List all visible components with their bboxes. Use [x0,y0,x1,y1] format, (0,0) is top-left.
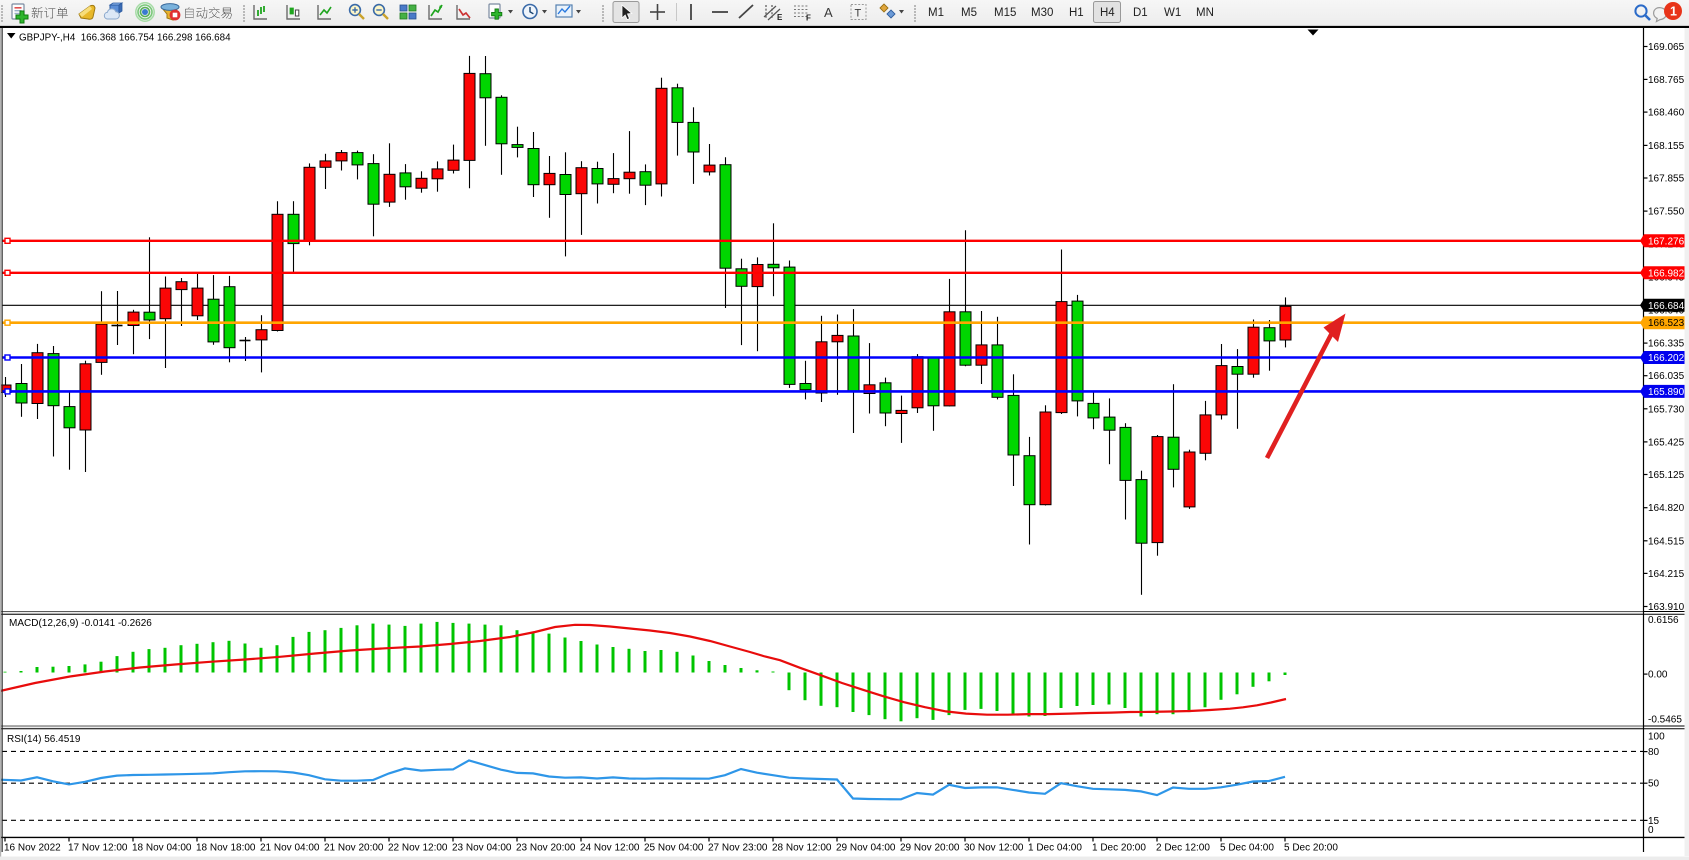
svg-text:1 Dec 20:00: 1 Dec 20:00 [1092,843,1146,854]
svg-text:M5: M5 [961,7,977,19]
svg-text:M30: M30 [1031,7,1053,19]
svg-text:164.215: 164.215 [1648,569,1685,580]
svg-text:29 Nov 20:00: 29 Nov 20:00 [900,843,960,854]
svg-text:22 Nov 12:00: 22 Nov 12:00 [388,843,448,854]
svg-text:T: T [855,8,862,20]
svg-text:168.460: 168.460 [1648,108,1685,119]
svg-text:A: A [824,5,833,20]
svg-text:167.550: 167.550 [1648,207,1685,218]
svg-text:169.065: 169.065 [1648,42,1685,53]
svg-text:MN: MN [1196,7,1214,19]
svg-text:18 Nov 18:00: 18 Nov 18:00 [196,843,256,854]
svg-text:164.820: 164.820 [1648,503,1685,514]
svg-text:0.6156: 0.6156 [1648,615,1679,626]
svg-text:23 Nov 20:00: 23 Nov 20:00 [516,843,576,854]
svg-text:H4: H4 [1100,7,1115,19]
svg-text:21 Nov 04:00: 21 Nov 04:00 [260,843,320,854]
svg-text:D1: D1 [1133,7,1148,19]
svg-text:165.425: 165.425 [1648,437,1685,448]
svg-text:166.684: 166.684 [1648,301,1685,312]
svg-text:18 Nov 04:00: 18 Nov 04:00 [132,843,192,854]
svg-text:M1: M1 [928,7,944,19]
svg-text:166.035: 166.035 [1648,371,1685,382]
svg-text:163.910: 163.910 [1648,602,1685,613]
svg-text:GBPJPY-,H4 166.368 166.754 16: GBPJPY-,H4 166.368 166.754 166.298 166.6… [19,33,231,44]
svg-text:30 Nov 12:00: 30 Nov 12:00 [964,843,1024,854]
svg-text:165.125: 165.125 [1648,470,1685,481]
svg-text:RSI(14) 56.4519: RSI(14) 56.4519 [7,734,81,745]
svg-text:27 Nov 23:00: 27 Nov 23:00 [708,843,768,854]
svg-text:5 Dec 04:00: 5 Dec 04:00 [1220,843,1274,854]
svg-text:165.890: 165.890 [1648,387,1685,398]
svg-text:80: 80 [1648,747,1660,758]
svg-text:166.982: 166.982 [1648,268,1685,279]
svg-text:50: 50 [1648,779,1660,790]
svg-text:25 Nov 04:00: 25 Nov 04:00 [644,843,704,854]
svg-text:2 Dec 12:00: 2 Dec 12:00 [1156,843,1210,854]
svg-text:15: 15 [1648,816,1660,827]
svg-text:1 Dec 04:00: 1 Dec 04:00 [1028,843,1082,854]
svg-text:167.855: 167.855 [1648,174,1685,185]
svg-text:164.515: 164.515 [1648,536,1685,547]
svg-text:24 Nov 12:00: 24 Nov 12:00 [580,843,640,854]
svg-text:166.202: 166.202 [1648,353,1685,364]
svg-text:0.00: 0.00 [1648,670,1668,681]
svg-text:1: 1 [1670,5,1677,19]
svg-text:F: F [806,14,811,23]
svg-text:W1: W1 [1164,7,1181,19]
svg-text:16 Nov 2022: 16 Nov 2022 [4,843,61,854]
svg-text:29 Nov 04:00: 29 Nov 04:00 [836,843,896,854]
svg-text:168.765: 168.765 [1648,75,1685,86]
svg-text:0: 0 [1648,825,1654,836]
svg-text:166.335: 166.335 [1648,339,1685,350]
svg-text:28 Nov 12:00: 28 Nov 12:00 [772,843,832,854]
svg-text:168.155: 168.155 [1648,141,1685,152]
svg-text:M15: M15 [994,7,1016,19]
svg-text:23 Nov 04:00: 23 Nov 04:00 [452,843,512,854]
svg-text:-0.5465: -0.5465 [1648,714,1682,725]
svg-text:17 Nov 12:00: 17 Nov 12:00 [68,843,128,854]
svg-text:167.276: 167.276 [1648,236,1685,247]
svg-text:MACD(12,26,9) -0.0141 -0.2626: MACD(12,26,9) -0.0141 -0.2626 [9,618,152,629]
svg-text:5 Dec 20:00: 5 Dec 20:00 [1284,843,1338,854]
svg-text:21 Nov 20:00: 21 Nov 20:00 [324,843,384,854]
svg-text:166.523: 166.523 [1648,318,1685,329]
svg-text:H1: H1 [1069,7,1084,19]
svg-text:E: E [777,13,783,22]
svg-text:100: 100 [1648,732,1665,743]
svg-text:165.730: 165.730 [1648,404,1685,415]
